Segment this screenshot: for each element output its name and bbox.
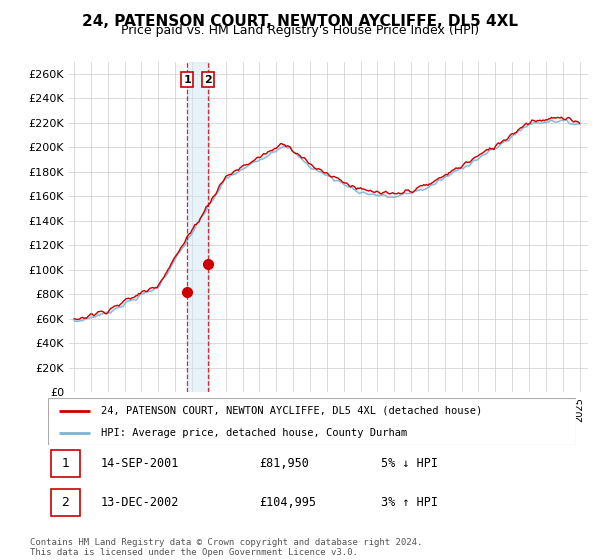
Text: Contains HM Land Registry data © Crown copyright and database right 2024.
This d: Contains HM Land Registry data © Crown c… xyxy=(30,538,422,557)
Text: Price paid vs. HM Land Registry's House Price Index (HPI): Price paid vs. HM Land Registry's House … xyxy=(121,24,479,36)
FancyBboxPatch shape xyxy=(50,450,80,477)
Bar xyxy=(187,62,208,392)
Text: 2: 2 xyxy=(61,496,69,509)
Text: 1: 1 xyxy=(183,75,191,85)
Text: 3% ↑ HPI: 3% ↑ HPI xyxy=(380,496,437,509)
Text: 5% ↓ HPI: 5% ↓ HPI xyxy=(380,457,437,470)
Text: 2: 2 xyxy=(204,75,212,85)
Text: 24, PATENSON COURT, NEWTON AYCLIFFE, DL5 4XL: 24, PATENSON COURT, NEWTON AYCLIFFE, DL5… xyxy=(82,14,518,29)
Text: 13-DEC-2002: 13-DEC-2002 xyxy=(101,496,179,509)
Text: £81,950: £81,950 xyxy=(259,457,309,470)
FancyBboxPatch shape xyxy=(50,489,80,516)
Text: 14-SEP-2001: 14-SEP-2001 xyxy=(101,457,179,470)
Text: 24, PATENSON COURT, NEWTON AYCLIFFE, DL5 4XL (detached house): 24, PATENSON COURT, NEWTON AYCLIFFE, DL5… xyxy=(101,406,482,416)
Text: 1: 1 xyxy=(61,457,69,470)
Text: HPI: Average price, detached house, County Durham: HPI: Average price, detached house, Coun… xyxy=(101,428,407,438)
Text: £104,995: £104,995 xyxy=(259,496,316,509)
